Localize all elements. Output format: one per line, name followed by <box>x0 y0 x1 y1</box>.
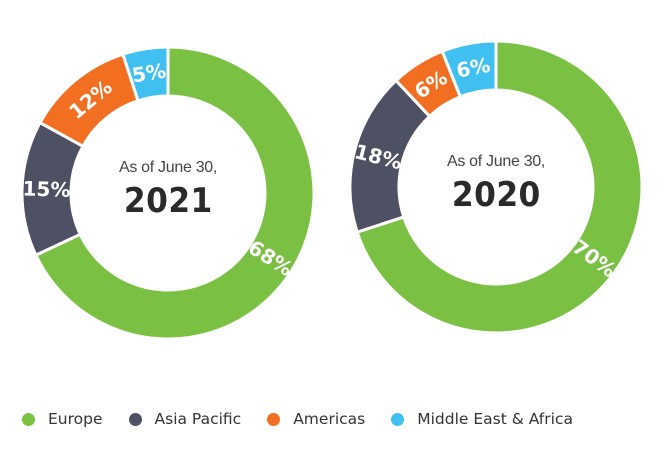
legend-item-middle-east-africa: Middle East & Africa <box>391 410 573 428</box>
segment-percent-label: 15% <box>22 176 71 201</box>
donut-chart-2020: 70% 18% 6% 6% As of June 30, 2020 <box>346 37 646 337</box>
legend-label: Americas <box>293 410 366 428</box>
donut-segment-middle-east-africa <box>440 39 498 99</box>
donut-segment-europe <box>33 45 316 341</box>
asia-pacific-dot-icon <box>128 412 142 426</box>
legend-label: Asia Pacific <box>154 410 242 428</box>
middle-east-africa-dot-icon <box>391 412 405 426</box>
legend-item-asia-pacific: Asia Pacific <box>128 410 242 428</box>
legend-item-europe: Europe <box>22 410 103 428</box>
donut-segment-europe <box>355 39 644 335</box>
year-label: 2020 <box>451 175 541 215</box>
legend-label: Europe <box>48 410 103 428</box>
legend-item-americas: Americas <box>267 410 365 428</box>
year-label: 2021 <box>123 181 213 221</box>
donut-2020-svg: 70%18%6% 6% <box>348 39 644 335</box>
donut-2021-center: As of June 30, 2021 <box>18 43 318 343</box>
donut-2020-center: As of June 30, 2020 <box>346 37 646 337</box>
chart-legend: Europe Asia Pacific Americas Middle East… <box>22 410 599 428</box>
europe-dot-icon <box>22 412 35 426</box>
as-of-label: As of June 30, <box>446 153 546 170</box>
segment-percent-label: 5% <box>130 58 167 87</box>
donut-2021-svg: 68%15%12%5% <box>20 45 316 341</box>
donut-chart-2021: 68% 15% 12% 5% As of June 30, 2021 <box>18 43 318 343</box>
americas-dot-icon <box>267 412 281 426</box>
legend-label: Middle East & Africa <box>417 410 573 428</box>
donut-segment-middle-east-africa <box>120 45 170 103</box>
as-of-label: As of June 30, <box>118 159 218 176</box>
